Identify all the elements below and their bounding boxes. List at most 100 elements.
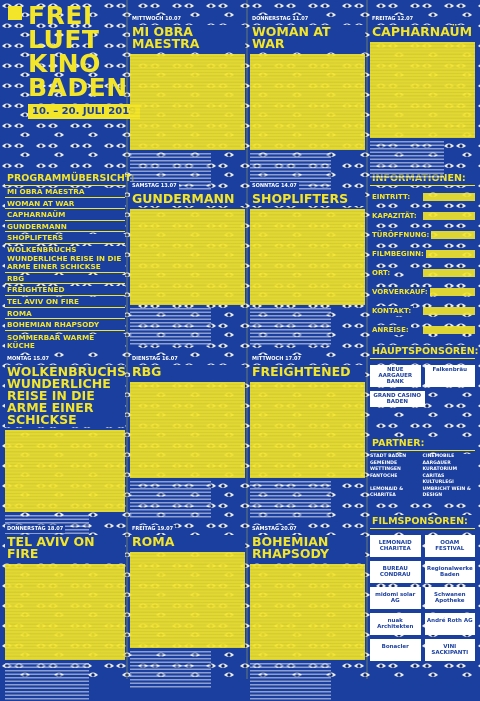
main-sponsors: HAUPTSPONSOREN: NEUE AARGAUER BANK Falken… bbox=[370, 345, 479, 407]
film-card: DONNERSTAG 11.07 WOMAN AT WAR bbox=[250, 5, 365, 191]
film-day: DONNERSTAG 11.07 bbox=[250, 15, 311, 23]
info-row: ANREISE: bbox=[370, 325, 475, 335]
program-extra: SOMMERBAR WARME KÜCHE bbox=[5, 333, 125, 351]
info-row: FILMBEGINN: bbox=[370, 249, 475, 259]
film-title: CAPHARNAÜM bbox=[370, 25, 475, 39]
film-sponsor-logo: Regionalwerke Baden bbox=[424, 561, 475, 583]
title-line: BADEN bbox=[28, 73, 128, 102]
sponsor-logo: NEUE AARGAUER BANK bbox=[370, 365, 421, 387]
film-sponsors-heading: FILMSPONSOREN: bbox=[370, 515, 475, 529]
info-value bbox=[423, 326, 475, 334]
film-day: MITTWOCH 17.07 bbox=[250, 355, 303, 363]
film-description bbox=[370, 42, 475, 138]
partner-name: CINÉMOBILE bbox=[422, 454, 475, 461]
info-label: VORVERKAUF: bbox=[370, 287, 430, 297]
program-item: WOLKENBRUCHS WUNDERLICHE REISE IN DIE AR… bbox=[5, 245, 125, 273]
info-label: TÜRÖFFNUNG: bbox=[370, 230, 432, 240]
film-description bbox=[130, 382, 245, 478]
film-day: SAMSTAG 13.07 bbox=[130, 182, 179, 190]
film-title: MI OBRA MAESTRA bbox=[130, 25, 245, 51]
program-item: TEL AVIV ON FIRE bbox=[5, 297, 125, 308]
info-value bbox=[423, 193, 475, 201]
partner-name: UMBRICHT WEIN & DESIGN bbox=[422, 486, 475, 500]
program-item: SHOPLIFTERS bbox=[5, 234, 125, 244]
sponsor-grid: NEUE AARGAUER BANK Falkenbräu GRAND CASINO… bbox=[370, 365, 475, 407]
film-day: SAMSTAG 20.07 bbox=[250, 525, 299, 533]
film-sponsor-logo: nuak Architekten bbox=[370, 613, 421, 635]
info-row: KAPAZITÄT: bbox=[370, 211, 475, 221]
partner-name: CARITAS KULTURLEGI bbox=[422, 473, 475, 487]
info-row: ORT: bbox=[370, 268, 475, 278]
info-label: KONTAKT: bbox=[370, 306, 414, 316]
film-day: DONNERSTAG 18.07 bbox=[5, 525, 66, 533]
program-item: FREIGHTENED bbox=[5, 286, 125, 296]
festival-title: FREI LUFT KINO BADEN bbox=[28, 1, 128, 102]
program-item: BOHEMIAN RHAPSODY bbox=[5, 320, 125, 331]
info-row: TÜRÖFFNUNG: bbox=[370, 230, 475, 240]
title-line: KINO bbox=[28, 49, 101, 78]
film-title: WOMAN AT WAR bbox=[250, 25, 365, 51]
film-title: FREIGHTENED bbox=[250, 365, 365, 379]
film-card: SAMSTAG 13.07 GUNDERMANN bbox=[130, 172, 245, 346]
film-card: FREITAG 19.07 ROMA bbox=[130, 515, 245, 689]
film-credits bbox=[5, 663, 89, 701]
film-day: MONTAG 15.07 bbox=[5, 355, 51, 363]
film-description bbox=[250, 54, 365, 150]
film-day: FREITAG 19.07 bbox=[130, 525, 176, 533]
info-value bbox=[429, 288, 475, 296]
film-title: WOLKENBRUCHS WUNDERLICHE REISE IN DIE AR… bbox=[5, 364, 127, 427]
info-value bbox=[423, 212, 475, 220]
info-label: KAPAZITÄT: bbox=[370, 211, 419, 221]
partners: PARTNER: STADT BADEN CINÉMOBILE GEMEINDE W… bbox=[370, 437, 475, 500]
film-sponsor-logo: BUREAU CONDRAU bbox=[370, 561, 421, 583]
program-item: WOMAN AT WAR bbox=[5, 199, 125, 210]
film-title: TEL AVIV ON FIRE bbox=[5, 535, 125, 561]
film-credits bbox=[250, 308, 331, 346]
partner-grid: STADT BADEN CINÉMOBILE GEMEINDE WETTINGEN A… bbox=[370, 454, 475, 500]
program-item: MI OBRA MAESTRA bbox=[5, 187, 125, 198]
film-sponsor-logo: midomi solar AG bbox=[370, 587, 421, 609]
film-day: FREITAG 12.07 bbox=[370, 15, 416, 23]
info-value bbox=[431, 231, 475, 239]
film-card: DONNERSTAG 18.07 TEL AVIV ON FIRE bbox=[5, 515, 125, 701]
film-day: DIENSTAG 16.07 bbox=[130, 355, 180, 363]
film-description bbox=[250, 564, 365, 660]
info-label: FILMBEGINN: bbox=[370, 249, 426, 259]
main-sponsors-heading: HAUPTSPONSOREN: bbox=[370, 345, 479, 359]
film-sponsor-logo: LEMONAID CHARITEA bbox=[370, 535, 421, 557]
film-credits bbox=[130, 308, 211, 346]
film-sponsor-logo: VINI SACKIPANTI bbox=[424, 639, 475, 661]
film-sponsor-logo: André Roth AG bbox=[424, 613, 475, 635]
festival-dates: 10. – 20. JULI 2019 bbox=[28, 104, 141, 119]
logo-box bbox=[8, 6, 22, 20]
partner-name: GEMEINDE WETTINGEN bbox=[370, 460, 423, 474]
film-title: SHOPLIFTERS bbox=[250, 192, 365, 206]
info-value bbox=[425, 250, 475, 258]
film-card: SAMSTAG 20.07 BOHEMIAN RHAPSODY bbox=[250, 515, 365, 701]
film-card: SONNTAG 14.07 SHOPLIFTERS bbox=[250, 172, 365, 346]
film-card: DIENSTAG 16.07 RBG bbox=[130, 345, 245, 519]
partners-heading: PARTNER: bbox=[370, 437, 475, 451]
info-label: EINTRITT: bbox=[370, 192, 413, 202]
title-line: FREI bbox=[28, 1, 93, 30]
info-label: ANREISE: bbox=[370, 325, 411, 335]
film-title: GUNDERMANN bbox=[130, 192, 245, 206]
program-item: ROMA bbox=[5, 309, 125, 320]
film-description bbox=[250, 209, 365, 305]
film-credits bbox=[130, 651, 211, 689]
film-description bbox=[250, 382, 365, 478]
partner-name: AARGAUER KURATORIUM bbox=[422, 460, 475, 474]
film-day: SONNTAG 14.07 bbox=[250, 182, 299, 190]
film-description bbox=[130, 552, 245, 648]
program-item: RBG bbox=[5, 274, 125, 285]
film-card: MITTWOCH 17.07 FREIGHTENED bbox=[250, 345, 365, 519]
film-description bbox=[130, 54, 245, 150]
info-row: KONTAKT: bbox=[370, 306, 475, 316]
partner-name: LEMONAID & CHARITEA bbox=[370, 486, 423, 500]
film-day: MITTWOCH 10.07 bbox=[130, 15, 183, 23]
film-sponsor-grid: LEMONAID CHARITEA OOAM FESTIVAL BUREAU CON… bbox=[370, 535, 475, 661]
film-card: FREITAG 12.07 CAPHARNAÜM bbox=[370, 5, 475, 179]
title-line: LUFT bbox=[28, 25, 100, 54]
program: PROGRAMMÜBERSICHT: MI OBRA MAESTRA WOMAN … bbox=[5, 172, 135, 351]
